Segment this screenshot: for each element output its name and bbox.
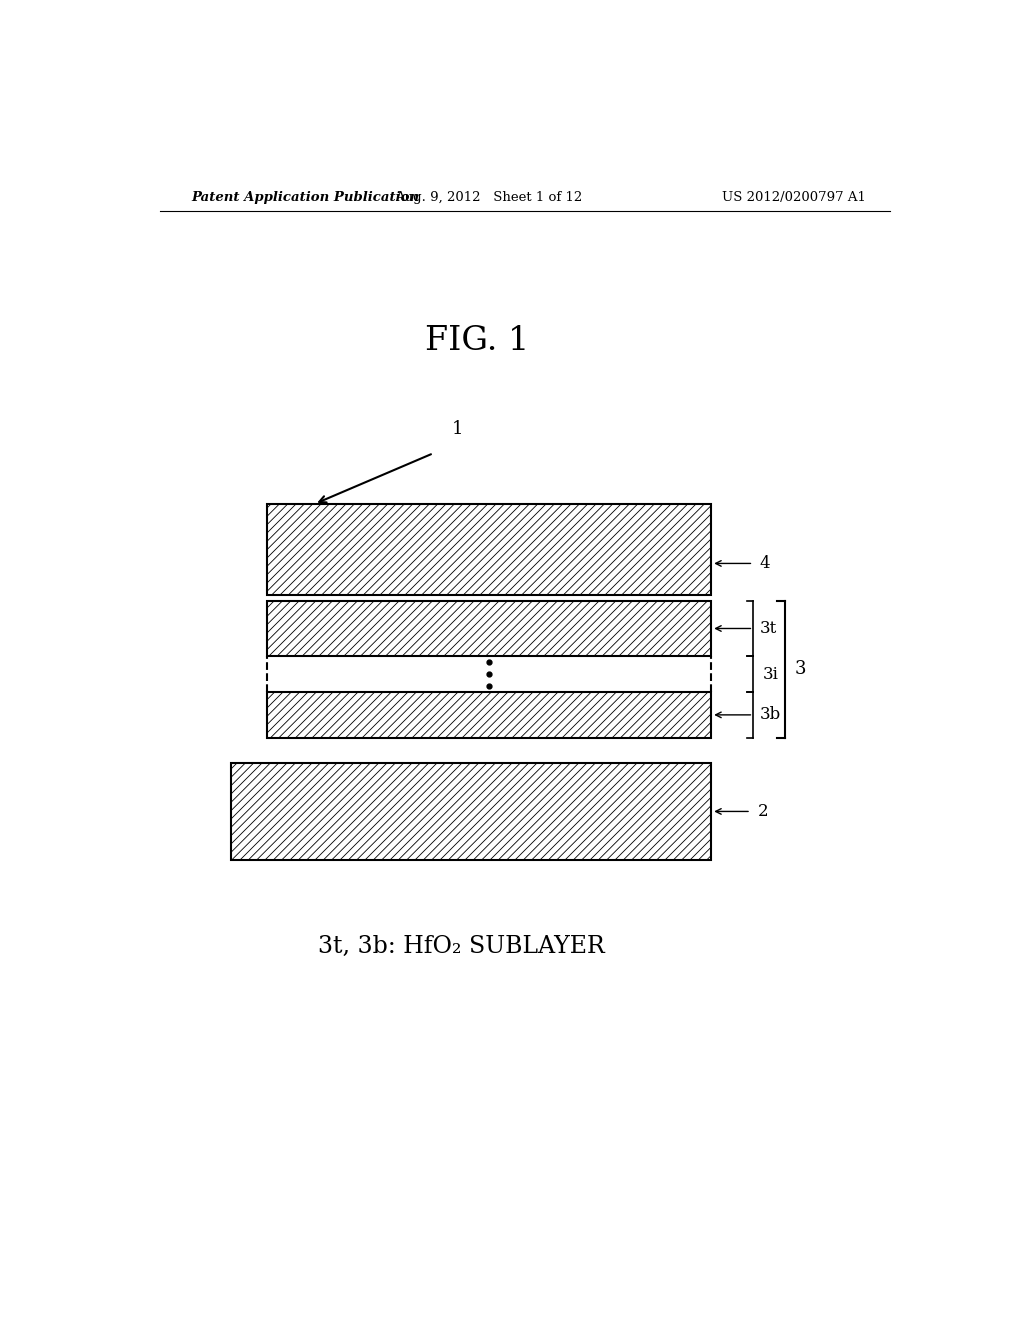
Bar — [267, 692, 712, 738]
Bar — [267, 601, 712, 656]
Text: 3: 3 — [795, 660, 806, 678]
Text: 3b: 3b — [760, 706, 781, 723]
Text: FIG. 1: FIG. 1 — [425, 325, 529, 358]
Bar — [267, 504, 712, 595]
Text: Patent Application Publication: Patent Application Publication — [191, 190, 420, 203]
Text: Aug. 9, 2012   Sheet 1 of 12: Aug. 9, 2012 Sheet 1 of 12 — [395, 190, 583, 203]
Text: US 2012/0200797 A1: US 2012/0200797 A1 — [722, 190, 866, 203]
Text: 3i: 3i — [763, 665, 779, 682]
Text: 1: 1 — [452, 420, 463, 438]
Text: 3t, 3b: HfO₂ SUBLAYER: 3t, 3b: HfO₂ SUBLAYER — [317, 935, 605, 957]
Text: 3t: 3t — [760, 620, 777, 638]
Text: 2: 2 — [758, 803, 768, 820]
Text: 4: 4 — [760, 554, 770, 572]
Bar — [231, 763, 712, 859]
